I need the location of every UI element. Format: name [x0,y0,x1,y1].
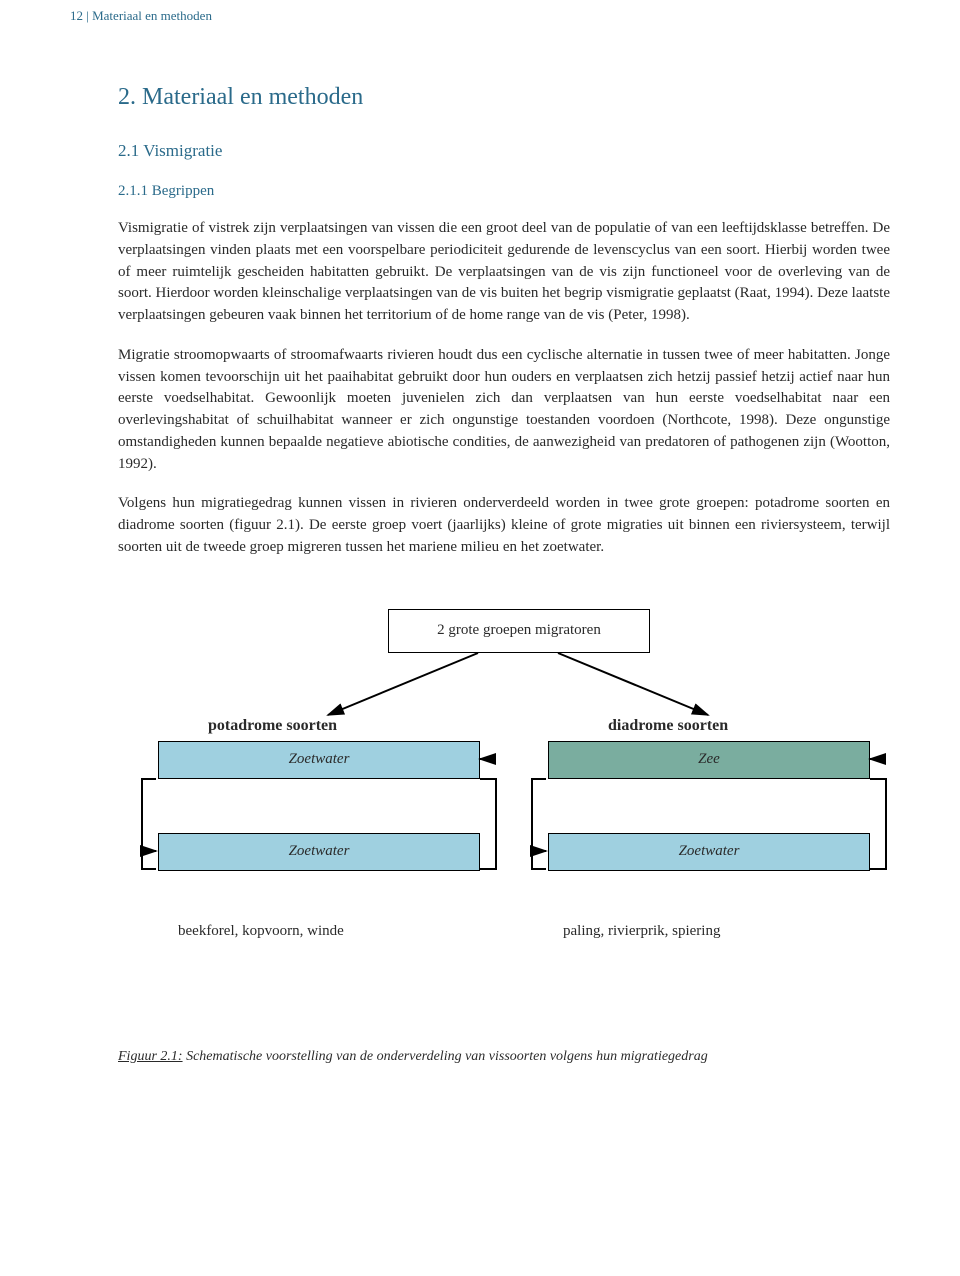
page-header: 12 | Materiaal en methoden [70,8,890,24]
left-box-1: Zoetwater [158,741,480,779]
top-box-label: 2 grote groepen migratoren [437,622,601,639]
left-box-2-label: Zoetwater [289,843,350,860]
left-group-label: potadrome soorten [208,717,337,735]
subsubsection-title: 2.1.1 Begrippen [118,183,890,200]
subsection-title: 2.1 Vismigratie [118,141,890,161]
left-box-1-label: Zoetwater [289,751,350,768]
paragraph-1: Vismigratie of vistrek zijn verplaatsing… [118,218,890,327]
section-title: 2. Materiaal en methoden [118,84,890,111]
right-box-1: Zee [548,741,870,779]
right-examples: paling, rivierprik, spiering [563,923,720,940]
right-box-2: Zoetwater [548,833,870,871]
paragraph-2: Migratie stroomopwaarts of stroomafwaart… [118,345,890,476]
top-box: 2 grote groepen migratoren [388,609,650,653]
right-box-2-label: Zoetwater [679,843,740,860]
figure-label: Figuur 2.1: [118,1049,183,1064]
right-box-1-label: Zee [698,751,720,768]
figure-caption: Figuur 2.1: Schematische voorstelling va… [118,1049,842,1065]
left-examples: beekforel, kopvoorn, winde [178,923,344,940]
migration-diagram: 2 grote groepen migratoren potadrome soo… [118,609,842,1009]
figure-caption-text: Schematische voorstelling van de onderve… [183,1049,708,1064]
right-group-label: diadrome soorten [608,717,728,735]
diagram-arrows [118,609,918,969]
left-box-2: Zoetwater [158,833,480,871]
paragraph-3: Volgens hun migratiegedrag kunnen vissen… [118,493,890,558]
